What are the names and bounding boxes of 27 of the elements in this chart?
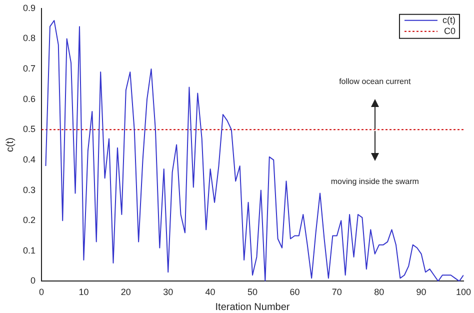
x-tick-label: 10 (78, 287, 89, 298)
legend-label: c(t) (442, 14, 456, 25)
annotation: follow ocean current (339, 76, 412, 86)
x-axis-title: Iteration Number (215, 302, 290, 313)
x-tick-label: 60 (290, 287, 300, 298)
y-axis-title: c(t) (4, 138, 16, 152)
y-tick-label: 0.5 (22, 124, 36, 134)
y-tick-label: 0.9 (22, 2, 36, 13)
y-tick-label: 0 (30, 276, 36, 286)
x-tick-label: 100 (456, 287, 472, 298)
y-tick-label: 0.6 (22, 94, 36, 104)
y-tick-label: 0.7 (22, 64, 36, 74)
x-tick-label: 70 (332, 287, 342, 298)
x-tick-label: 90 (416, 287, 426, 298)
x-tick-label: 80 (374, 287, 384, 298)
annotation: moving inside the swarm (330, 176, 420, 186)
x-tick-label: 30 (163, 287, 174, 298)
x-tick-label: 0 (39, 287, 44, 298)
y-tick-label: 0.8 (22, 33, 36, 44)
y-tick-label: 0.2 (22, 215, 36, 226)
x-tick-label: 40 (205, 287, 216, 298)
y-tick-label: 0.3 (22, 184, 36, 195)
x-tick-label: 50 (247, 287, 258, 298)
y-tick-label: 0.1 (22, 245, 36, 256)
legend-label: C0 (444, 26, 456, 36)
y-tick-label: 0.4 (22, 154, 36, 164)
x-tick-label: 20 (120, 287, 131, 298)
